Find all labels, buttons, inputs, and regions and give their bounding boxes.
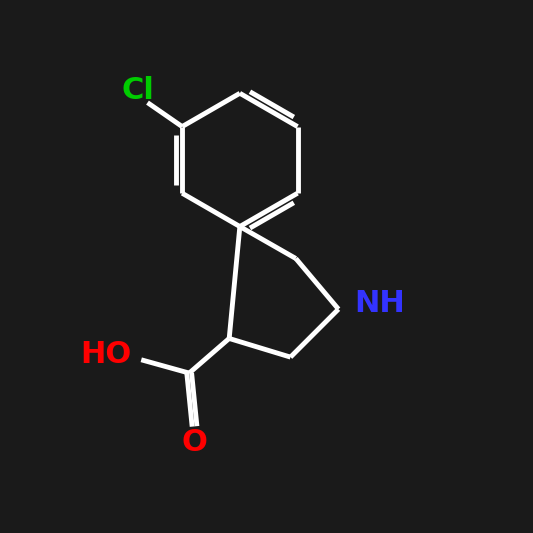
Text: Cl: Cl bbox=[122, 76, 155, 106]
Text: O: O bbox=[182, 428, 207, 457]
Text: NH: NH bbox=[354, 289, 405, 318]
Text: HO: HO bbox=[80, 340, 132, 369]
